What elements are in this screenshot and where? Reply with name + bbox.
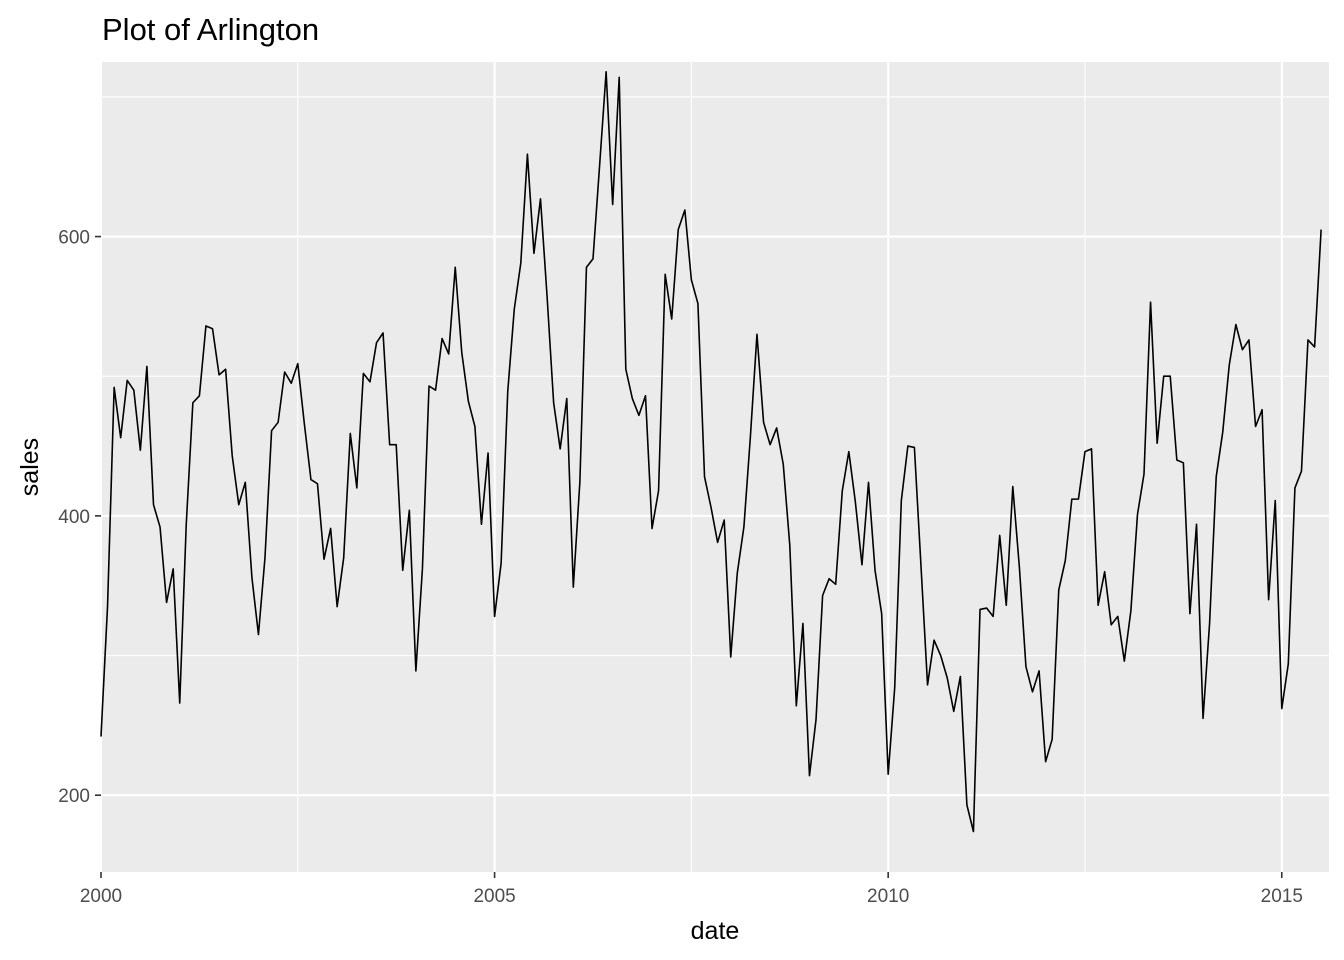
sales-line — [100, 70, 1322, 833]
x-axis: 2000 2005 2010 2015 — [80, 872, 1303, 907]
y-axis-title: sales — [16, 438, 44, 496]
major-gridlines — [99, 62, 1329, 872]
x-tick-label: 2000 — [80, 886, 122, 907]
x-tick-label: 2015 — [1261, 886, 1303, 907]
y-axis: 200 400 600 — [58, 228, 101, 807]
y-tick-label: 600 — [58, 228, 90, 249]
x-tick-label: 2010 — [867, 886, 909, 907]
plot-panel — [101, 62, 1329, 872]
x-axis-title: date — [691, 917, 740, 945]
chart-title: Plot of Arlington — [102, 12, 319, 47]
y-tick-label: 400 — [58, 507, 90, 528]
x-tick-label: 2005 — [473, 886, 515, 907]
y-tick-label: 200 — [58, 786, 90, 807]
